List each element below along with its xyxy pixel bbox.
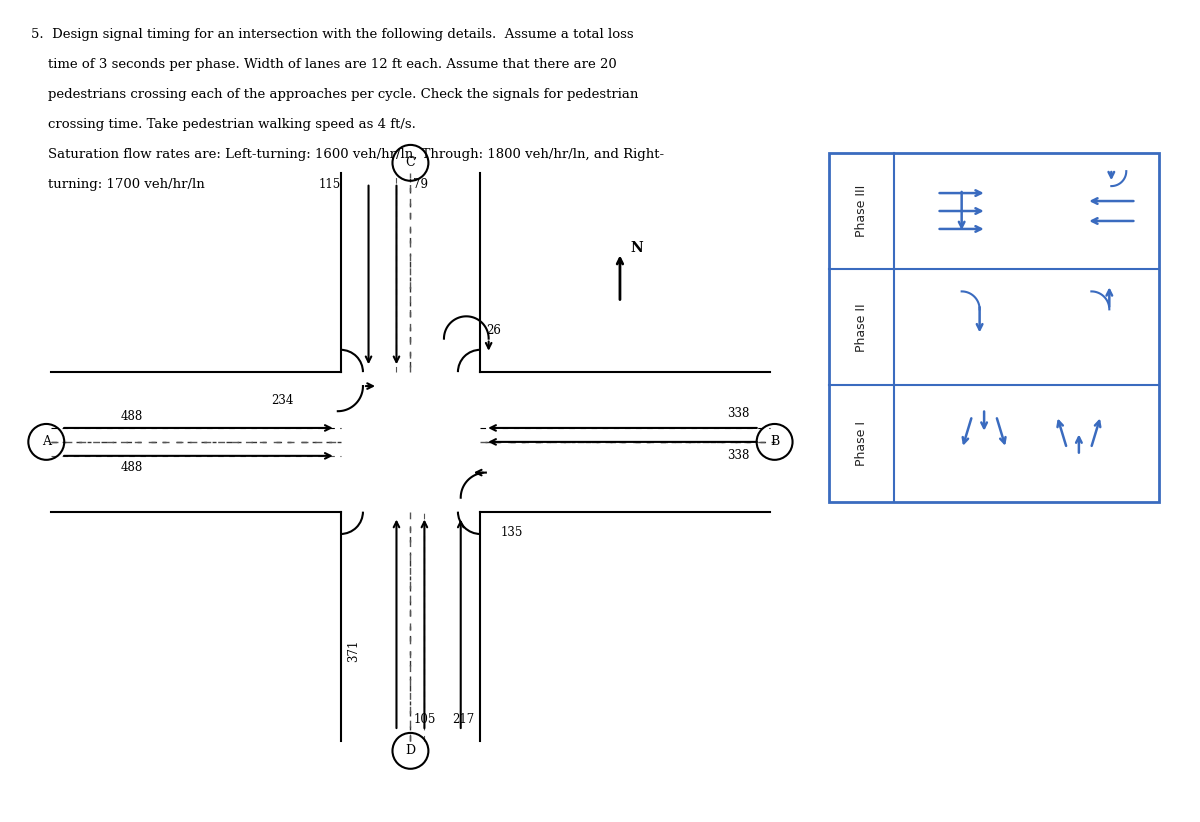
Text: 79: 79: [413, 178, 428, 191]
Text: N: N: [630, 241, 643, 255]
Text: 338: 338: [727, 450, 750, 462]
Text: 217: 217: [452, 713, 474, 726]
Text: 135: 135: [500, 525, 523, 538]
Text: Phase II: Phase II: [856, 303, 869, 352]
Text: 234: 234: [271, 394, 293, 407]
Text: Phase III: Phase III: [856, 185, 869, 237]
Text: 371: 371: [347, 640, 360, 663]
Text: A: A: [42, 436, 50, 448]
Text: 26: 26: [486, 324, 500, 337]
Text: 105: 105: [413, 713, 436, 726]
Text: D: D: [406, 745, 415, 757]
Text: 488: 488: [121, 410, 143, 423]
Text: time of 3 seconds per phase. Width of lanes are 12 ft each. Assume that there ar: time of 3 seconds per phase. Width of la…: [31, 58, 617, 72]
Text: C: C: [406, 156, 415, 169]
Text: 338: 338: [727, 408, 750, 421]
FancyBboxPatch shape: [829, 153, 1159, 501]
Text: Saturation flow rates are: Left-turning: 1600 veh/hr/ln, Through: 1800 veh/hr/ln: Saturation flow rates are: Left-turning:…: [31, 148, 665, 161]
Text: B: B: [770, 436, 779, 448]
Text: turning: 1700 veh/hr/ln: turning: 1700 veh/hr/ln: [31, 178, 205, 191]
Text: pedestrians crossing each of the approaches per cycle. Check the signals for ped: pedestrians crossing each of the approac…: [31, 88, 638, 101]
Text: 488: 488: [121, 460, 143, 473]
Text: 115: 115: [318, 178, 341, 191]
Text: 5.  Design signal timing for an intersection with the following details.  Assume: 5. Design signal timing for an intersect…: [31, 28, 634, 41]
Text: Phase I: Phase I: [856, 421, 869, 466]
Text: crossing time. Take pedestrian walking speed as 4 ft/s.: crossing time. Take pedestrian walking s…: [31, 118, 416, 131]
